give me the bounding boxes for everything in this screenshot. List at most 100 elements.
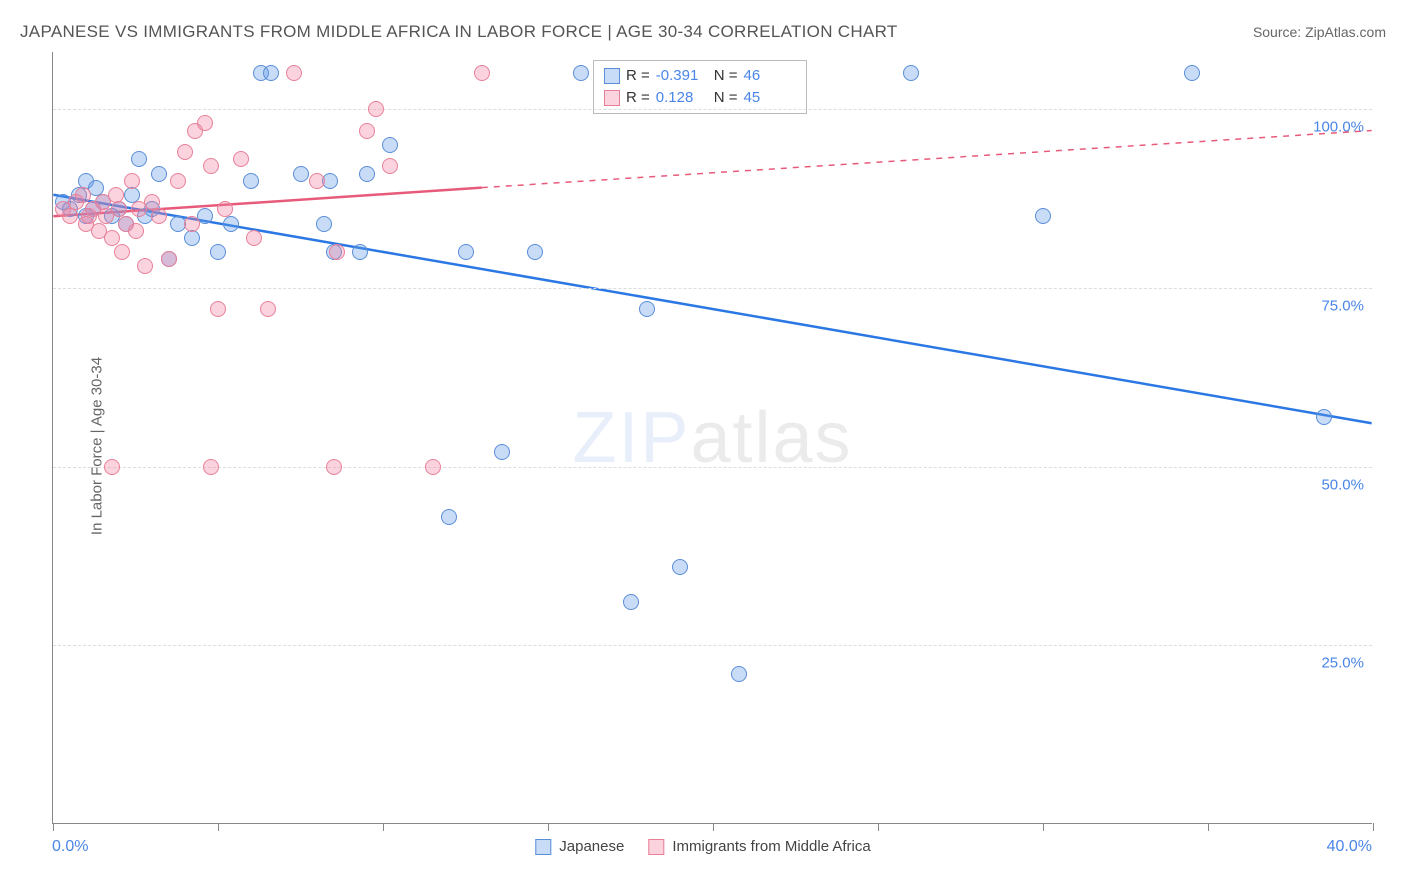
scatter-point	[1184, 65, 1200, 81]
n-label: N =	[714, 87, 738, 109]
legend-swatch	[604, 90, 620, 106]
scatter-point	[184, 216, 200, 232]
x-tick	[878, 823, 879, 831]
scatter-point	[108, 187, 124, 203]
scatter-point	[260, 301, 276, 317]
scatter-point	[131, 151, 147, 167]
scatter-point	[124, 173, 140, 189]
scatter-plot: ZIPatlas R =-0.391N =46R =0.128N =45 25.…	[52, 52, 1372, 824]
x-axis-max-label: 40.0%	[1327, 838, 1372, 856]
source-attribution: Source: ZipAtlas.com	[1253, 24, 1386, 40]
gridline	[53, 288, 1372, 289]
x-tick	[548, 823, 549, 831]
r-label: R =	[626, 65, 650, 87]
legend-swatch	[604, 68, 620, 84]
scatter-point	[731, 666, 747, 682]
scatter-point	[309, 173, 325, 189]
scatter-point	[137, 258, 153, 274]
x-tick	[1373, 823, 1374, 831]
series-legend: Japanese Immigrants from Middle Africa	[535, 838, 870, 855]
scatter-point	[368, 101, 384, 117]
r-value: -0.391	[656, 65, 708, 87]
n-label: N =	[714, 65, 738, 87]
stats-legend-row: R = -0.391 N = 46	[604, 65, 796, 87]
scatter-point	[217, 201, 233, 217]
y-tick-label: 100.0%	[1313, 119, 1364, 136]
scatter-point	[1316, 409, 1332, 425]
scatter-point	[114, 244, 130, 260]
scatter-point	[359, 123, 375, 139]
scatter-point	[441, 509, 457, 525]
scatter-point	[382, 158, 398, 174]
scatter-point	[359, 166, 375, 182]
x-tick	[53, 823, 54, 831]
legend-item: Japanese	[535, 838, 624, 855]
x-tick	[1043, 823, 1044, 831]
r-label: R =	[626, 87, 650, 109]
scatter-point	[161, 251, 177, 267]
y-tick-label: 50.0%	[1321, 476, 1364, 493]
scatter-point	[326, 459, 342, 475]
x-tick	[383, 823, 384, 831]
scatter-point	[62, 208, 78, 224]
scatter-point	[210, 301, 226, 317]
scatter-point	[425, 459, 441, 475]
n-value: 45	[744, 87, 796, 109]
scatter-point	[203, 459, 219, 475]
x-tick	[713, 823, 714, 831]
legend-label: Immigrants from Middle Africa	[672, 838, 870, 855]
scatter-point	[104, 459, 120, 475]
legend-swatch	[648, 839, 664, 855]
scatter-point	[263, 65, 279, 81]
y-tick-label: 75.0%	[1321, 297, 1364, 314]
gridline	[53, 109, 1372, 110]
scatter-point	[203, 158, 219, 174]
scatter-point	[286, 65, 302, 81]
scatter-point	[184, 230, 200, 246]
scatter-point	[197, 115, 213, 131]
scatter-point	[474, 65, 490, 81]
x-tick	[218, 823, 219, 831]
scatter-point	[243, 173, 259, 189]
legend-swatch	[535, 839, 551, 855]
scatter-point	[293, 166, 309, 182]
y-tick-label: 25.0%	[1321, 655, 1364, 672]
r-value: 0.128	[656, 87, 708, 109]
gridline	[53, 467, 1372, 468]
scatter-point	[623, 594, 639, 610]
stats-legend: R = -0.391 N = 46 R = 0.128 N = 45	[593, 60, 807, 114]
scatter-point	[1035, 208, 1051, 224]
scatter-point	[177, 144, 193, 160]
scatter-point	[223, 216, 239, 232]
scatter-point	[573, 65, 589, 81]
scatter-point	[151, 166, 167, 182]
scatter-point	[639, 301, 655, 317]
trend-line	[53, 195, 1371, 423]
scatter-point	[316, 216, 332, 232]
scatter-point	[329, 244, 345, 260]
scatter-point	[128, 223, 144, 239]
scatter-point	[494, 444, 510, 460]
x-axis-min-label: 0.0%	[52, 838, 88, 856]
chart-title: JAPANESE VS IMMIGRANTS FROM MIDDLE AFRIC…	[20, 22, 898, 42]
legend-label: Japanese	[559, 838, 624, 855]
chart-svg	[53, 52, 1372, 823]
scatter-point	[210, 244, 226, 260]
trend-line-extrapolated	[482, 131, 1372, 188]
legend-item: Immigrants from Middle Africa	[648, 838, 870, 855]
scatter-point	[151, 208, 167, 224]
scatter-point	[170, 173, 186, 189]
x-tick	[1208, 823, 1209, 831]
scatter-point	[352, 244, 368, 260]
scatter-point	[233, 151, 249, 167]
gridline	[53, 645, 1372, 646]
scatter-point	[382, 137, 398, 153]
scatter-point	[527, 244, 543, 260]
scatter-point	[672, 559, 688, 575]
n-value: 46	[744, 65, 796, 87]
scatter-point	[246, 230, 262, 246]
scatter-point	[458, 244, 474, 260]
stats-legend-row: R = 0.128 N = 45	[604, 87, 796, 109]
scatter-point	[104, 230, 120, 246]
scatter-point	[75, 187, 91, 203]
